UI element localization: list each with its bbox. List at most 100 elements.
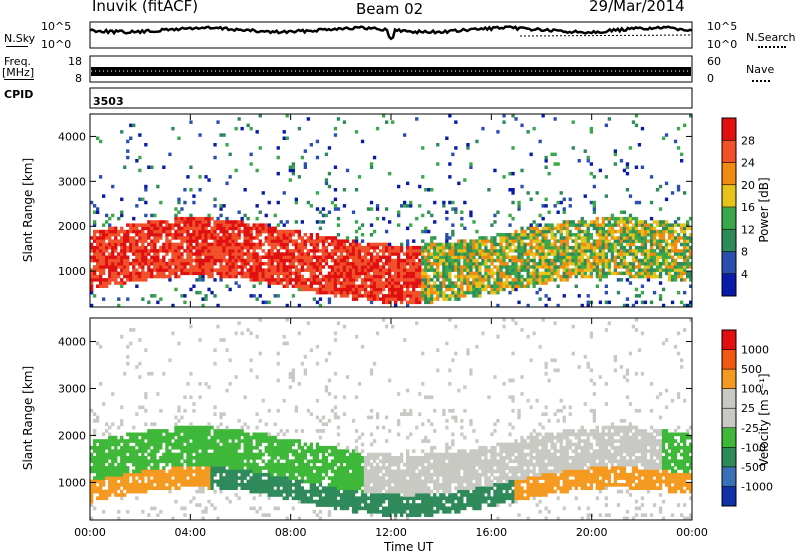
velocity-cell <box>111 439 115 443</box>
power-cell <box>676 233 681 237</box>
power-cell <box>318 226 323 231</box>
power-cell <box>225 249 229 253</box>
velocity-cell <box>255 334 259 339</box>
power-cell <box>619 258 624 263</box>
velocity-cell <box>192 449 196 453</box>
power-cell <box>683 255 687 259</box>
velocity-cell <box>138 445 142 450</box>
power-cell <box>159 268 163 272</box>
power-cell <box>195 229 199 234</box>
power-cell <box>502 252 506 256</box>
power-cell <box>412 297 416 301</box>
power-cell <box>634 239 639 243</box>
velocity-cell <box>90 445 94 450</box>
velocity-cell <box>102 439 106 443</box>
power-cell <box>255 229 259 234</box>
power-cell <box>114 233 118 237</box>
power-cell <box>141 278 145 282</box>
power-cell <box>580 265 584 269</box>
date-title: 29/Mar/2014 <box>589 0 685 15</box>
power-cell <box>330 268 335 272</box>
velocity-cell <box>204 452 208 457</box>
power-cell <box>556 239 560 243</box>
power-cell <box>306 252 310 256</box>
velocity-cell <box>135 442 139 447</box>
power-cell <box>412 290 416 295</box>
power-cell <box>330 239 335 243</box>
power-cell <box>469 162 473 166</box>
power-cell <box>565 239 569 243</box>
velocity-cell <box>213 435 217 440</box>
power-cell <box>433 287 437 292</box>
power-cell <box>424 281 428 285</box>
power-cell <box>156 229 160 234</box>
power-cell <box>391 294 395 298</box>
velocity-cell <box>171 435 175 440</box>
velocity-cell <box>216 435 220 440</box>
power-cell <box>589 265 593 269</box>
power-cell <box>508 255 512 259</box>
velocity-cell <box>108 479 112 484</box>
power-cell <box>403 258 407 263</box>
velocity-cell <box>108 442 112 447</box>
velocity-cell <box>258 472 262 477</box>
power-cell <box>634 229 639 234</box>
velocity-cell <box>288 472 292 477</box>
velocity-cell <box>216 324 220 329</box>
power-cell <box>547 271 551 276</box>
velocity-cell <box>99 449 103 453</box>
power-cell <box>634 200 639 205</box>
power-cell <box>375 265 380 269</box>
power-cell <box>276 239 280 243</box>
power-cell <box>661 249 666 253</box>
power-cell <box>174 229 178 234</box>
power-cell <box>610 213 614 218</box>
power-cell <box>135 242 139 247</box>
velocity-cell <box>96 459 100 464</box>
power-cell <box>568 233 572 237</box>
power-cell <box>357 268 362 272</box>
power-cell <box>610 258 614 263</box>
velocity-cell <box>222 459 226 464</box>
power-cell <box>499 255 503 259</box>
power-cell <box>198 220 202 224</box>
power-cell <box>354 252 359 256</box>
power-cell <box>369 278 374 282</box>
power-cell <box>385 284 389 288</box>
power-cell <box>153 274 157 279</box>
power-cell <box>547 252 551 256</box>
power-cell <box>237 210 241 214</box>
velocity-cell <box>114 493 118 497</box>
power-cell <box>207 271 211 276</box>
velocity-cell <box>252 459 256 464</box>
power-cell <box>240 268 244 272</box>
velocity-cell <box>93 489 97 494</box>
velocity-cell <box>141 449 145 453</box>
velocity-cell <box>240 479 244 484</box>
power-cell <box>598 233 602 237</box>
power-cell <box>255 226 259 231</box>
power-cell <box>595 226 599 231</box>
power-cell <box>165 249 169 253</box>
power-cell <box>421 294 425 298</box>
velocity-cell <box>246 479 250 484</box>
power-cell <box>511 242 515 247</box>
power-cell <box>523 249 527 253</box>
power-cell <box>658 255 663 259</box>
power-cell <box>664 245 669 250</box>
power-cell <box>607 300 611 305</box>
power-cell <box>466 278 470 282</box>
power-cell <box>397 184 401 189</box>
velocity-cell <box>99 466 103 470</box>
power-cell <box>478 287 482 292</box>
power-cell <box>532 220 536 224</box>
power-cell <box>469 284 473 288</box>
velocity-cell <box>288 493 292 497</box>
power-cell <box>270 233 274 237</box>
power-cell <box>315 207 320 211</box>
power-cell <box>592 265 596 269</box>
power-cell <box>249 152 253 157</box>
velocity-cell <box>210 462 214 467</box>
power-cell <box>430 262 434 266</box>
power-cell <box>156 223 160 227</box>
